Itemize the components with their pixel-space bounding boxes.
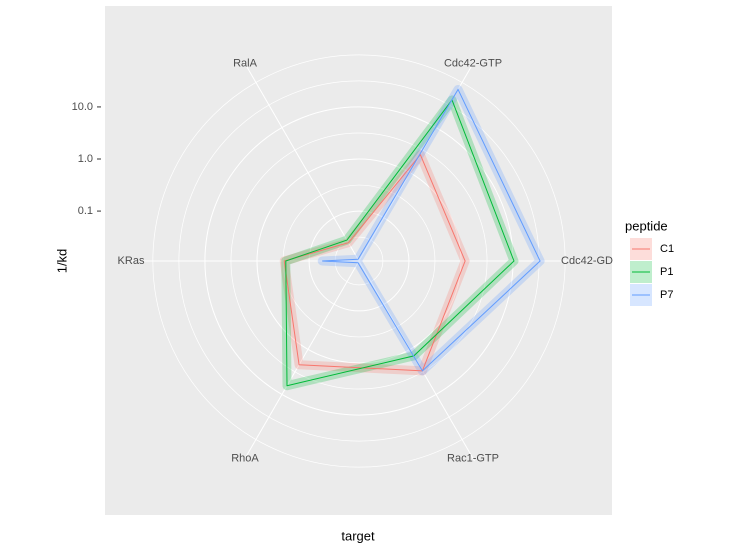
y-axis-title: 1/kd <box>54 249 69 274</box>
legend-label: P7 <box>660 289 673 301</box>
y-tick-label: 1.0 <box>78 153 93 165</box>
x-axis-title: target <box>341 528 375 543</box>
legend-label: P1 <box>660 266 673 278</box>
category-label: RhoA <box>231 452 259 464</box>
legend-label: C1 <box>660 243 674 255</box>
legend-title: peptide <box>625 218 668 233</box>
marks <box>279 84 545 391</box>
y-tick-label: 10.0 <box>72 101 93 113</box>
grid <box>128 54 590 468</box>
spoke <box>243 60 360 262</box>
legend: C1 P1 P7 <box>630 238 674 306</box>
category-label: Cdc42-GTP <box>444 57 502 69</box>
category-label: Cdc42-GD <box>561 255 613 267</box>
category-label: Rac1-GTP <box>447 452 499 464</box>
series-line <box>322 88 541 372</box>
y-tick-label: 0.1 <box>78 205 93 217</box>
series-line <box>283 153 466 372</box>
series-line <box>285 98 515 387</box>
category-label: RalA <box>233 57 258 69</box>
spoke <box>243 260 360 462</box>
category-label: KRas <box>118 255 145 267</box>
